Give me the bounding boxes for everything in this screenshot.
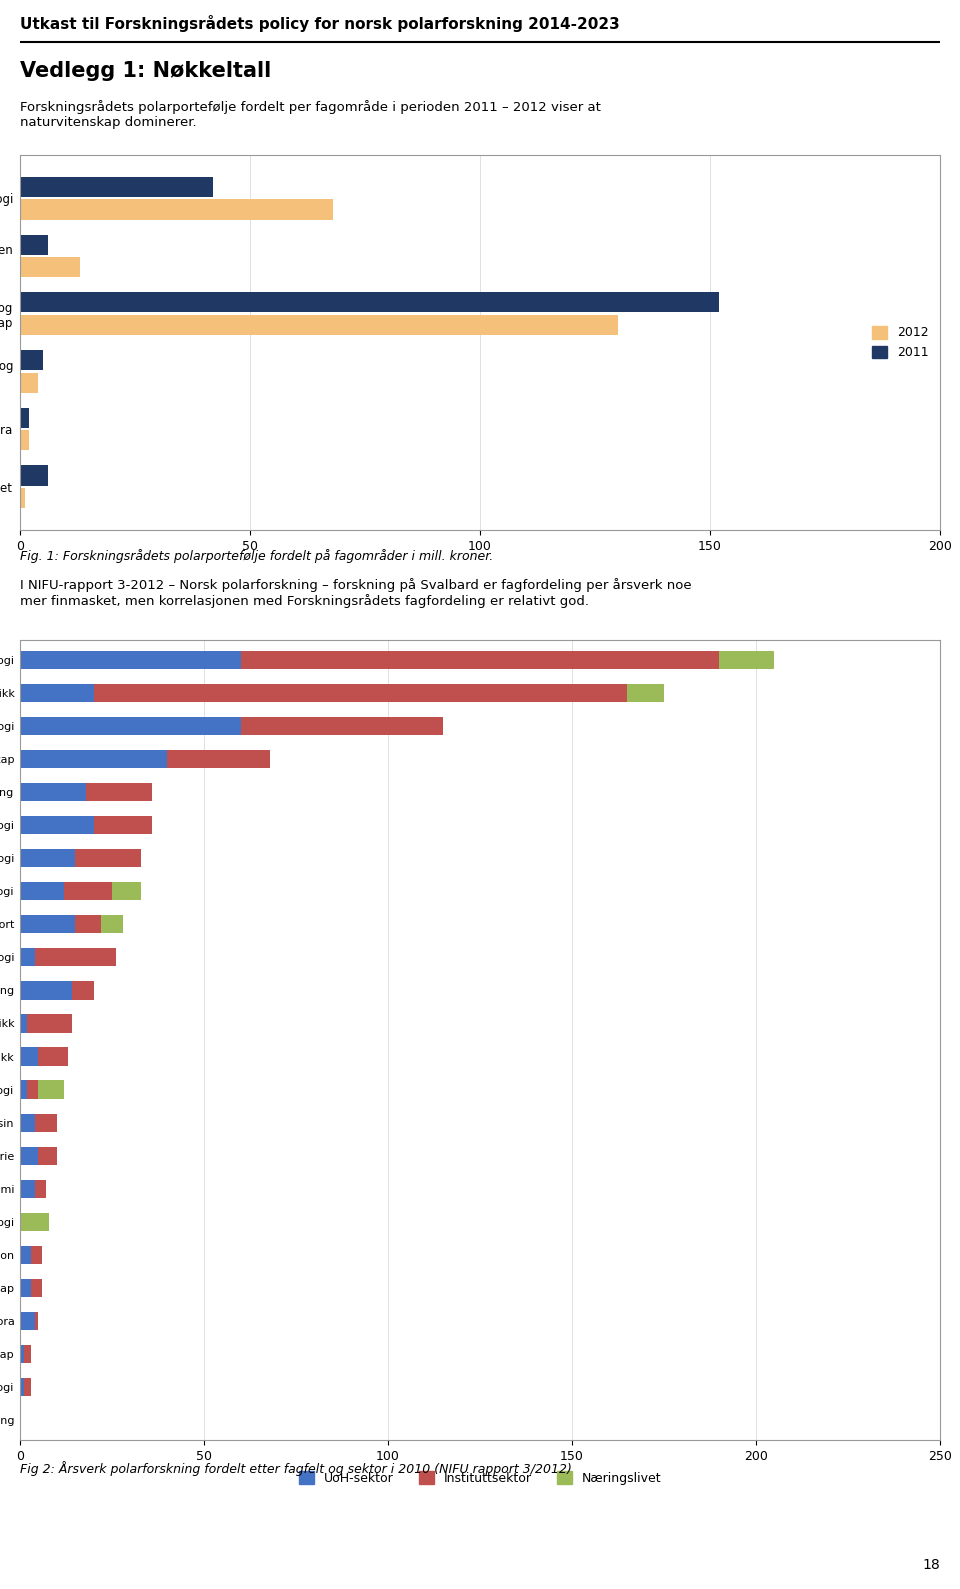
Bar — [20, 915, 75, 933]
Bar — [20, 466, 48, 486]
Bar — [627, 683, 664, 702]
Bar — [20, 488, 25, 508]
Bar — [20, 750, 167, 767]
Bar — [86, 783, 153, 801]
Bar — [20, 1179, 35, 1198]
Bar — [24, 1344, 31, 1363]
Bar — [31, 1246, 42, 1263]
Bar — [94, 683, 627, 702]
Bar — [20, 176, 213, 197]
Bar — [20, 408, 29, 427]
Text: Fig. 1: Forskningsrådets polarportefølje fordelt på fagområder i mill. kroner.: Fig. 1: Forskningsrådets polarportefølje… — [20, 550, 493, 563]
Bar — [241, 651, 719, 669]
Bar — [20, 200, 333, 219]
Bar — [35, 1114, 57, 1131]
Bar — [31, 1279, 42, 1297]
Bar — [24, 1378, 31, 1397]
Bar — [20, 882, 64, 901]
Bar — [20, 1081, 27, 1098]
Bar — [20, 651, 241, 669]
Legend: UoH-sektor, Instituttsektor, Næringslivet: UoH-sektor, Instituttsektor, Næringslive… — [294, 1467, 666, 1490]
Bar — [20, 849, 75, 868]
Bar — [20, 1114, 35, 1131]
Text: I NIFU-rapport 3-2012 – Norsk polarforskning – forskning på Svalbard er fagforde: I NIFU-rapport 3-2012 – Norsk polarforsk… — [20, 578, 691, 609]
Bar — [20, 1047, 38, 1066]
Bar — [20, 982, 72, 999]
Bar — [20, 257, 80, 278]
Bar — [38, 1147, 57, 1165]
Bar — [20, 1014, 27, 1033]
Bar — [94, 817, 153, 834]
Bar — [20, 235, 48, 254]
Text: Vedlegg 1: Nøkkeltall: Vedlegg 1: Nøkkeltall — [20, 60, 272, 81]
Bar — [719, 651, 775, 669]
Bar — [20, 949, 35, 966]
Text: 18: 18 — [923, 1557, 940, 1572]
Bar — [20, 717, 241, 736]
Bar — [35, 1313, 38, 1330]
Bar — [35, 949, 116, 966]
Bar — [20, 350, 43, 370]
Bar — [38, 1047, 68, 1066]
Bar — [112, 882, 141, 901]
Bar — [72, 982, 94, 999]
Bar — [20, 1147, 38, 1165]
Bar — [20, 1279, 31, 1297]
Bar — [75, 849, 141, 868]
Bar — [241, 717, 444, 736]
Bar — [20, 292, 719, 313]
Bar — [20, 1212, 50, 1231]
Bar — [35, 1179, 46, 1198]
Bar — [20, 1246, 31, 1263]
Bar — [20, 315, 618, 335]
Bar — [20, 372, 38, 392]
Bar — [20, 431, 29, 450]
Bar — [20, 683, 94, 702]
Text: Utkast til Forskningsrådets policy for norsk polarforskning 2014-2023: Utkast til Forskningsrådets policy for n… — [20, 14, 620, 32]
Bar — [75, 915, 101, 933]
Bar — [20, 1313, 35, 1330]
Bar — [167, 750, 271, 767]
Bar — [20, 1378, 24, 1397]
Legend: 2012, 2011: 2012, 2011 — [867, 321, 934, 364]
Bar — [101, 915, 123, 933]
Text: Forskningsrådets polarportefølje fordelt per fagområde i perioden 2011 – 2012 vi: Forskningsrådets polarportefølje fordelt… — [20, 100, 601, 129]
Bar — [38, 1081, 64, 1098]
Bar — [64, 882, 112, 901]
Bar — [20, 817, 94, 834]
Text: Fig 2: Årsverk polarforskning fordelt etter fagfelt og sektor i 2010 (NIFU rappo: Fig 2: Årsverk polarforskning fordelt et… — [20, 1462, 572, 1476]
Bar — [20, 783, 86, 801]
Bar — [27, 1081, 38, 1098]
Bar — [27, 1014, 72, 1033]
Bar — [20, 1344, 24, 1363]
